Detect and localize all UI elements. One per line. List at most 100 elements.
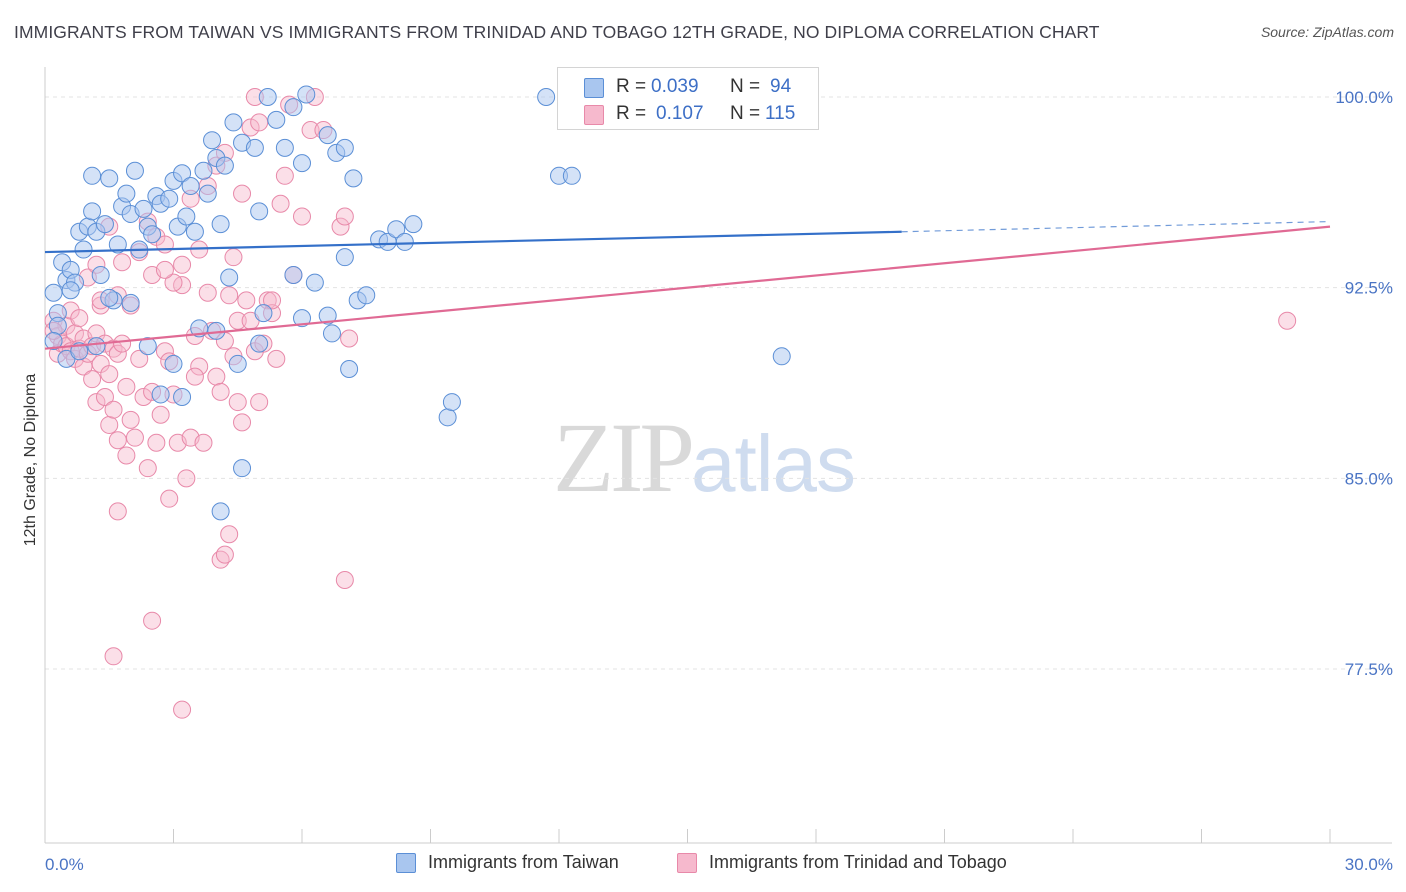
point-trinidad	[65, 324, 84, 343]
point-trinidad	[151, 405, 170, 424]
point-trinidad	[113, 334, 132, 353]
bottom-legend-swatch-taiwan	[396, 853, 416, 873]
point-trinidad	[190, 357, 209, 376]
point-trinidad	[147, 433, 166, 452]
point-taiwan	[87, 337, 106, 356]
source-label: Source: ZipAtlas.com	[1260, 24, 1394, 40]
point-taiwan	[318, 126, 337, 145]
point-taiwan	[100, 288, 119, 307]
point-taiwan	[318, 306, 337, 325]
point-taiwan	[395, 232, 414, 251]
trend-line-taiwan	[44, 230, 902, 254]
point-taiwan	[173, 387, 192, 406]
point-trinidad	[173, 700, 192, 719]
bottom-legend-swatch-trinidad	[677, 853, 697, 873]
point-taiwan	[108, 235, 127, 254]
point-trinidad	[177, 469, 196, 488]
legend-row-trinidad: R = 0.107 N = 115	[558, 101, 820, 129]
point-taiwan	[340, 360, 359, 379]
point-trinidad	[263, 291, 282, 310]
trend-lines	[44, 220, 1331, 350]
point-taiwan	[404, 215, 423, 234]
point-taiwan	[83, 202, 102, 221]
point-trinidad	[275, 166, 294, 185]
series-trinidad-points	[44, 88, 1297, 719]
point-taiwan	[220, 268, 239, 287]
point-trinidad	[1278, 311, 1297, 330]
point-trinidad	[113, 253, 132, 272]
y-tick-label: 100.0%	[1335, 88, 1393, 107]
point-trinidad	[233, 413, 252, 432]
legend-r-label: R =	[616, 103, 647, 124]
point-taiwan	[83, 166, 102, 185]
point-trinidad	[233, 184, 252, 203]
point-trinidad	[228, 311, 247, 330]
point-taiwan	[224, 113, 243, 132]
point-trinidad	[160, 489, 179, 508]
point-taiwan	[537, 88, 556, 106]
y-tick-label: 77.5%	[1345, 660, 1393, 679]
point-taiwan	[138, 337, 157, 356]
point-taiwan	[117, 184, 136, 203]
point-taiwan	[284, 98, 303, 117]
point-taiwan	[335, 248, 354, 267]
point-taiwan	[160, 189, 179, 208]
point-trinidad	[70, 309, 89, 328]
point-trinidad	[108, 502, 127, 521]
bottom-legend-label-trinidad: Immigrants from Trinidad and Tobago	[709, 852, 1007, 872]
point-trinidad	[83, 370, 102, 389]
point-taiwan	[177, 207, 196, 226]
point-taiwan	[284, 265, 303, 284]
point-taiwan	[74, 240, 93, 259]
point-taiwan	[254, 304, 273, 323]
legend-n-label: N =	[730, 103, 761, 124]
trend-line-taiwan-extension	[901, 220, 1331, 233]
point-trinidad	[117, 446, 136, 465]
point-trinidad	[121, 410, 140, 429]
point-taiwan	[181, 176, 200, 195]
point-trinidad	[331, 217, 350, 236]
point-taiwan	[438, 408, 457, 427]
y-tick-label: 85.0%	[1345, 469, 1393, 488]
point-trinidad	[100, 415, 119, 434]
point-taiwan	[48, 316, 67, 335]
point-taiwan	[91, 265, 110, 284]
point-trinidad	[138, 459, 157, 478]
point-taiwan	[297, 85, 316, 104]
point-taiwan	[322, 324, 341, 343]
point-trinidad	[224, 248, 243, 267]
point-taiwan	[164, 354, 183, 373]
point-taiwan	[293, 154, 311, 173]
point-trinidad	[104, 400, 123, 419]
point-trinidad	[108, 431, 127, 450]
point-taiwan	[357, 286, 376, 305]
point-taiwan	[100, 169, 119, 188]
point-taiwan	[125, 161, 144, 180]
watermark: ZIPatlas	[553, 400, 856, 515]
point-taiwan	[134, 199, 153, 218]
point-trinidad	[228, 393, 247, 412]
point-taiwan	[228, 354, 247, 373]
point-taiwan	[95, 215, 114, 234]
point-trinidad	[194, 433, 213, 452]
point-taiwan	[44, 332, 63, 351]
legend-n-label: N =	[730, 76, 761, 97]
point-trinidad	[267, 349, 286, 368]
trend-line-trinidad	[44, 225, 1331, 350]
legend-row-taiwan: R = 0.039 N = 94	[558, 74, 820, 102]
point-trinidad	[220, 525, 239, 544]
point-taiwan	[44, 283, 63, 302]
point-taiwan	[211, 215, 230, 234]
point-taiwan	[442, 393, 461, 412]
point-trinidad	[293, 207, 311, 226]
grid-lines	[45, 96, 1392, 670]
point-trinidad	[271, 194, 290, 213]
point-taiwan	[203, 131, 222, 150]
point-trinidad	[250, 113, 269, 132]
point-trinidad	[335, 207, 354, 226]
point-trinidad	[130, 349, 149, 368]
point-taiwan	[258, 88, 277, 106]
point-trinidad	[215, 545, 234, 564]
point-trinidad	[143, 611, 162, 630]
